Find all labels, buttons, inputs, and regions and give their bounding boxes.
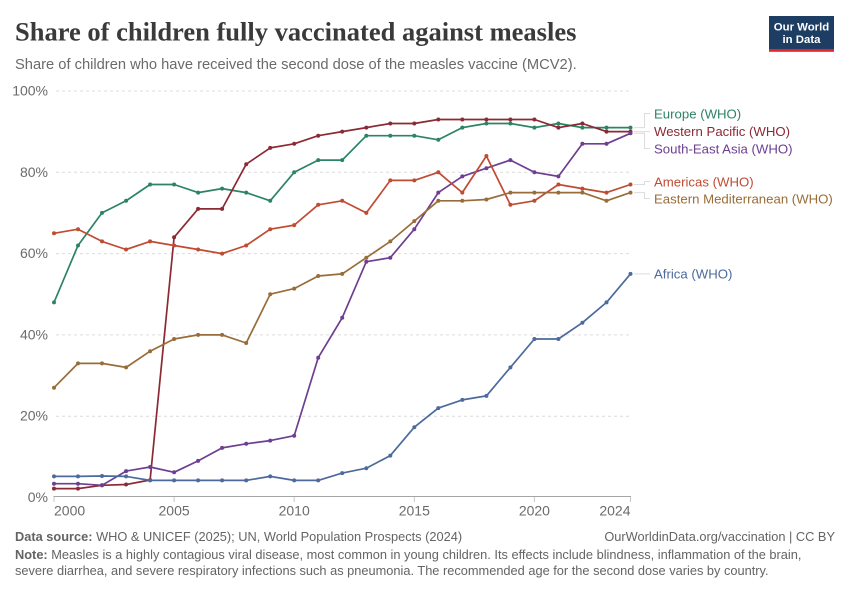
svg-text:Europe (WHO): Europe (WHO): [654, 107, 741, 122]
svg-text:Data source: WHO & UNICEF (202: Data source: WHO & UNICEF (2025); UN, Wo…: [15, 529, 462, 544]
svg-text:60%: 60%: [20, 245, 48, 261]
svg-text:40%: 40%: [20, 326, 48, 342]
svg-text:2005: 2005: [159, 503, 190, 519]
svg-text:Share of children who have rec: Share of children who have received the …: [15, 57, 577, 73]
svg-text:20%: 20%: [20, 408, 48, 424]
svg-text:South-East Asia (WHO): South-East Asia (WHO): [654, 142, 793, 157]
svg-text:80%: 80%: [20, 164, 48, 180]
svg-text:Note: Measles is a highly cont: Note: Measles is a highly contagious vir…: [15, 547, 801, 562]
svg-text:Eastern Mediterranean (WHO): Eastern Mediterranean (WHO): [654, 192, 833, 207]
svg-text:severe diarrhea, and severe re: severe diarrhea, and severe respiratory …: [15, 563, 769, 578]
svg-text:2024: 2024: [599, 503, 630, 519]
svg-text:Africa (WHO): Africa (WHO): [654, 267, 732, 282]
svg-text:100%: 100%: [12, 83, 48, 99]
svg-text:OurWorldinData.org/vaccination: OurWorldinData.org/vaccination | CC BY: [604, 529, 835, 544]
svg-text:2010: 2010: [279, 503, 310, 519]
svg-text:Americas (WHO): Americas (WHO): [654, 175, 754, 190]
svg-text:Share of children fully vaccin: Share of children fully vaccinated again…: [15, 17, 576, 47]
svg-text:2015: 2015: [399, 503, 430, 519]
svg-text:in Data: in Data: [783, 34, 822, 46]
svg-text:2020: 2020: [519, 503, 550, 519]
svg-text:Our World: Our World: [774, 22, 830, 34]
svg-text:Western Pacific (WHO): Western Pacific (WHO): [654, 124, 790, 139]
svg-text:0%: 0%: [28, 489, 48, 505]
svg-text:2000: 2000: [54, 503, 85, 519]
